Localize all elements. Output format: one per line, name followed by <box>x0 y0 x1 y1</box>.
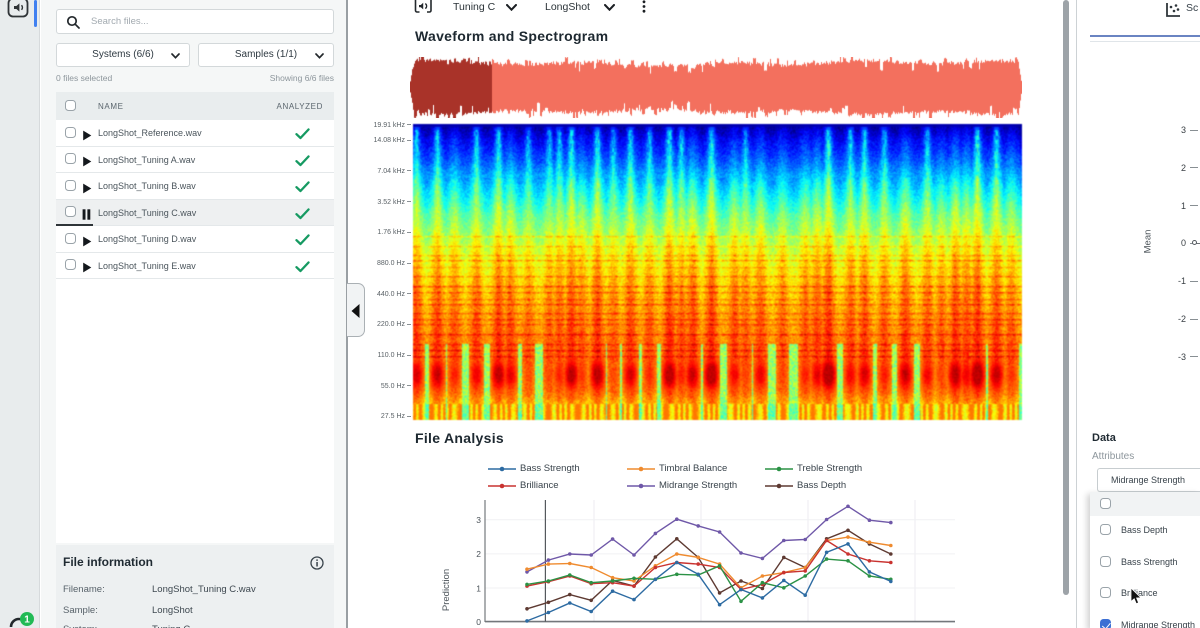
svg-text:2: 2 <box>476 549 481 559</box>
svg-text:1: 1 <box>24 615 30 626</box>
svg-text:Prediction: Prediction <box>441 569 452 611</box>
svg-text:1: 1 <box>476 583 481 593</box>
svg-text:0: 0 <box>476 617 481 627</box>
svg-text:3: 3 <box>476 515 481 525</box>
